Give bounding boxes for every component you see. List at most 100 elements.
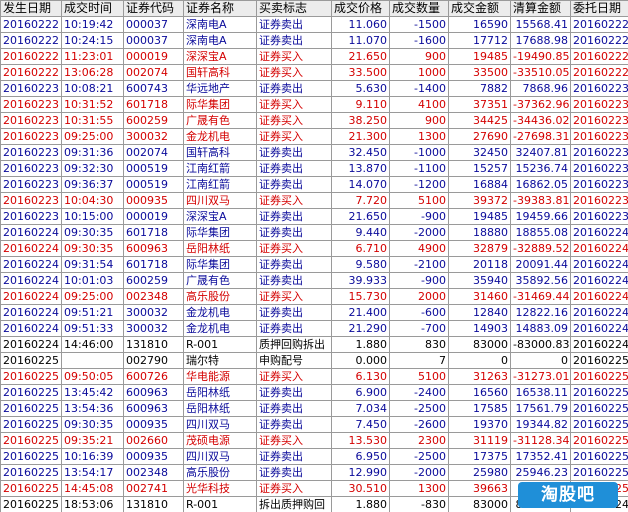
cell-time: 10:16:39 [61, 448, 124, 465]
cell-qty: -2500 [389, 448, 449, 465]
cell-name: 深南电A [183, 32, 257, 49]
table-row[interactable]: 20160225 09:35:21 002660 茂硕电源 证券买入 13.530 2300… [0, 432, 628, 449]
cell-settle: 12822.16 [510, 304, 571, 321]
table-row[interactable]: 20160225 13:45:42 600963 岳阳林纸 证券卖出 6.900 -2400… [0, 384, 628, 401]
cell-date: 20160225 [0, 416, 62, 433]
cell-date: 20160222 [0, 64, 62, 81]
cell-settle: 16538.11 [510, 384, 571, 401]
cell-order-date: 20160223 [570, 80, 628, 97]
cell-code: 002741 [123, 480, 184, 497]
cell-qty: 900 [389, 112, 449, 129]
cell-name: 国轩高科 [183, 144, 257, 161]
cell-qty: 2300 [389, 432, 449, 449]
cell-settle: -83000.83 [510, 336, 571, 353]
cell-date: 20160223 [0, 176, 62, 193]
cell-order-date: 20160225 [570, 448, 628, 465]
cell-date: 20160225 [0, 448, 62, 465]
table-row[interactable]: 20160224 09:25:00 002348 高乐股份 证券买入 15.730 2000… [0, 288, 628, 305]
col-header-settle[interactable]: 清算金额 [510, 0, 571, 17]
cell-amount: 83000 [448, 496, 511, 512]
table-row[interactable]: 20160222 11:23:01 000019 深深宝A 证券买入 21.650 900 1… [0, 48, 628, 65]
cell-settle: -37362.96 [510, 96, 571, 113]
cell-amount: 37351 [448, 96, 511, 113]
cell-settle: 19459.66 [510, 208, 571, 225]
table-row[interactable]: 20160224 09:30:35 600963 岳阳林纸 证券买入 6.710 4900 3… [0, 240, 628, 257]
table-body: 20160222 10:19:42 000037 深南电A 证券卖出 11.060 -150… [0, 16, 628, 512]
table-row[interactable]: 20160225 09:30:35 000935 四川双马 证券卖出 7.450 -2600… [0, 416, 628, 433]
cell-time: 10:24:15 [61, 32, 124, 49]
table-row[interactable]: 20160223 10:31:52 601718 际华集团 证券买入 9.110 4100 3… [0, 96, 628, 113]
cell-amount: 39372 [448, 192, 511, 209]
table-row[interactable]: 20160224 14:46:00 131810 R-001 质押回购拆出 1.880 83… [0, 336, 628, 353]
col-header-qty[interactable]: 成交数量 [389, 0, 449, 17]
table-row[interactable]: 20160223 10:08:21 600743 华远地产 证券卖出 5.630 -1400… [0, 80, 628, 97]
cell-date: 20160225 [0, 480, 62, 497]
cell-code: 600963 [123, 384, 184, 401]
col-header-code[interactable]: 证券代码 [123, 0, 184, 17]
cell-name: 金龙机电 [183, 304, 257, 321]
col-header-amount[interactable]: 成交金额 [448, 0, 511, 17]
table-row[interactable]: 20160223 09:25:00 300032 金龙机电 证券买入 21.300 1300… [0, 128, 628, 145]
cell-qty: -1400 [389, 80, 449, 97]
cell-settle: 15568.41 [510, 16, 571, 33]
cell-code: 000037 [123, 32, 184, 49]
cell-code: 601718 [123, 256, 184, 273]
cell-date: 20160223 [0, 96, 62, 113]
col-header-date[interactable]: 发生日期 [0, 0, 62, 17]
table-row[interactable]: 20160224 09:51:21 300032 金龙机电 证券卖出 21.400 -600… [0, 304, 628, 321]
cell-time [61, 352, 124, 369]
cell-amount: 33500 [448, 64, 511, 81]
cell-name: 华电能源 [183, 368, 257, 385]
cell-settle: 20091.44 [510, 256, 571, 273]
cell-side: 申购配号 [256, 352, 332, 369]
table-row[interactable]: 20160224 09:51:33 300032 金龙机电 证券卖出 21.290 -700… [0, 320, 628, 337]
cell-name: 金龙机电 [183, 320, 257, 337]
col-header-order-date[interactable]: 委托日期 [570, 0, 628, 17]
cell-time: 09:30:35 [61, 240, 124, 257]
cell-settle: -39383.81 [510, 192, 571, 209]
table-row[interactable]: 20160223 10:04:30 000935 四川双马 证券买入 7.720 5100 3… [0, 192, 628, 209]
cell-order-date: 20160224 [570, 256, 628, 273]
table-row[interactable]: 20160223 10:15:00 000019 深深宝A 证券卖出 21.650 -900… [0, 208, 628, 225]
cell-price: 6.710 [331, 240, 390, 257]
table-row[interactable]: 20160223 09:31:36 002074 国轩高科 证券卖出 32.450 -100… [0, 144, 628, 161]
table-row[interactable]: 20160222 10:19:42 000037 深南电A 证券卖出 11.060 -150… [0, 16, 628, 33]
cell-time: 09:36:37 [61, 176, 124, 193]
cell-name: 广晟有色 [183, 112, 257, 129]
table-row[interactable]: 20160225 13:54:17 002348 高乐股份 证券卖出 12.990 -200… [0, 464, 628, 481]
cell-price: 13.870 [331, 160, 390, 177]
table-row[interactable]: 20160223 09:32:30 000519 江南红箭 证券卖出 13.870 -110… [0, 160, 628, 177]
col-header-time[interactable]: 成交时间 [61, 0, 124, 17]
table-row[interactable]: 20160225 09:50:05 600726 华电能源 证券买入 6.130 5100 3… [0, 368, 628, 385]
col-header-price[interactable]: 成交价格 [331, 0, 390, 17]
cell-amount: 17712 [448, 32, 511, 49]
cell-amount: 19485 [448, 208, 511, 225]
table-row[interactable]: 20160224 10:01:03 600259 广晟有色 证券卖出 39.933 -900… [0, 272, 628, 289]
table-row[interactable]: 20160224 09:31:54 601718 际华集团 证券卖出 9.580 -2100… [0, 256, 628, 273]
cell-order-date: 20160224 [570, 240, 628, 257]
cell-price: 9.110 [331, 96, 390, 113]
cell-settle: 15236.74 [510, 160, 571, 177]
table-row[interactable]: 20160222 13:06:28 002074 国轩高科 证券买入 33.500 1000… [0, 64, 628, 81]
table-row[interactable]: 20160224 09:30:35 601718 际华集团 证券卖出 9.440 -2000… [0, 224, 628, 241]
cell-qty: 1000 [389, 64, 449, 81]
col-header-side[interactable]: 买卖标志 [256, 0, 332, 17]
cell-code: 131810 [123, 336, 184, 353]
cell-amount: 12840 [448, 304, 511, 321]
table-row[interactable]: 20160223 10:31:55 600259 广晟有色 证券买入 38.250 900 3… [0, 112, 628, 129]
cell-time: 09:25:00 [61, 288, 124, 305]
table-row[interactable]: 20160223 09:36:37 000519 江南红箭 证券卖出 14.070 -120… [0, 176, 628, 193]
cell-name: 岳阳林纸 [183, 240, 257, 257]
col-header-name[interactable]: 证券名称 [183, 0, 257, 17]
cell-amount: 31263 [448, 368, 511, 385]
table-row[interactable]: 20160222 10:24:15 000037 深南电A 证券卖出 11.070 -160… [0, 32, 628, 49]
table-row[interactable]: 20160225 13:54:36 600963 岳阳林纸 证券卖出 7.034 -2500… [0, 400, 628, 417]
table-row[interactable]: 20160225 002790 瑞尔特 申购配号 0.000 7 0 0 20160225 [0, 352, 628, 369]
cell-price: 13.530 [331, 432, 390, 449]
cell-settle: 0 [510, 352, 571, 369]
table-row[interactable]: 20160225 10:16:39 000935 四川双马 证券卖出 6.950 -2500… [0, 448, 628, 465]
cell-time: 10:15:00 [61, 208, 124, 225]
cell-code: 600726 [123, 368, 184, 385]
cell-side: 证券卖出 [256, 256, 332, 273]
cell-order-date: 20160225 [570, 432, 628, 449]
